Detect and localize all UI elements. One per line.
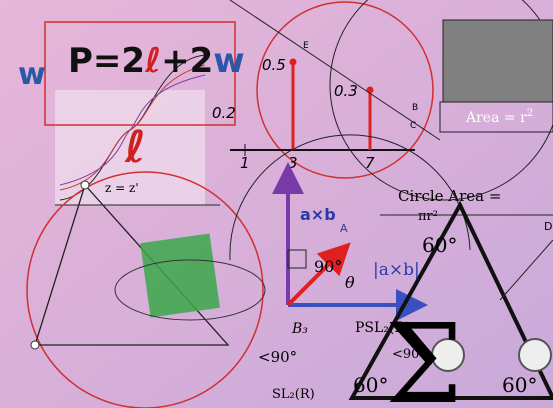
axis-label: 1 [240,154,250,172]
right-angle-label: 90° [314,257,342,276]
group-label: PSL₂(R) [355,320,410,336]
caption-text: Area = r [465,110,527,126]
group-label: SL₂(R) [272,387,315,402]
formula-part: ℓ [144,41,161,81]
formula-part: +2 [161,41,213,81]
square-caption: Area = r2 [465,108,533,126]
collage: w P=2ℓ+2w ℓ z = z' 1 3 7 0.5 0.3 0.2 Are… [0,0,553,408]
formula-part: P=2 [68,41,145,81]
formula-part: w [213,41,244,81]
bar-label: 0.5 [262,56,286,74]
length-label: ℓ [124,122,146,173]
circle-area-formula: πr² [418,209,438,224]
bar-label: 0.2 [212,104,236,122]
point-label: D [544,220,552,233]
group-angle: <90° [392,347,426,362]
page: {"formula": {"width": "w", "parts": ["P=… [0,0,553,408]
point-label: A [340,222,348,235]
perimeter-formula: P=2ℓ+2w [68,41,245,81]
triangle-angle: 60° [502,373,537,397]
triangle-angle: 60° [353,373,388,397]
point-label: C [410,121,416,131]
triangle-angle: 60° [422,233,457,257]
group-label: B₃ [291,321,308,337]
cross-magnitude: |a×b| [373,260,420,280]
axis-label: 7 [365,154,375,172]
circle-area-label: Circle Area = [398,187,501,205]
axis-label: 3 [288,154,298,172]
width-label: w [18,57,46,92]
complex-label: z = z' [105,181,139,195]
caption-exponent: 2 [527,108,533,119]
square [443,20,553,102]
bar-label: 0.3 [334,82,358,100]
angle-label: θ [345,273,355,292]
point-label: E [303,41,309,51]
point-label: B [412,103,418,113]
cross-product: a×b [300,205,336,224]
group-angle: <90° [258,348,297,366]
